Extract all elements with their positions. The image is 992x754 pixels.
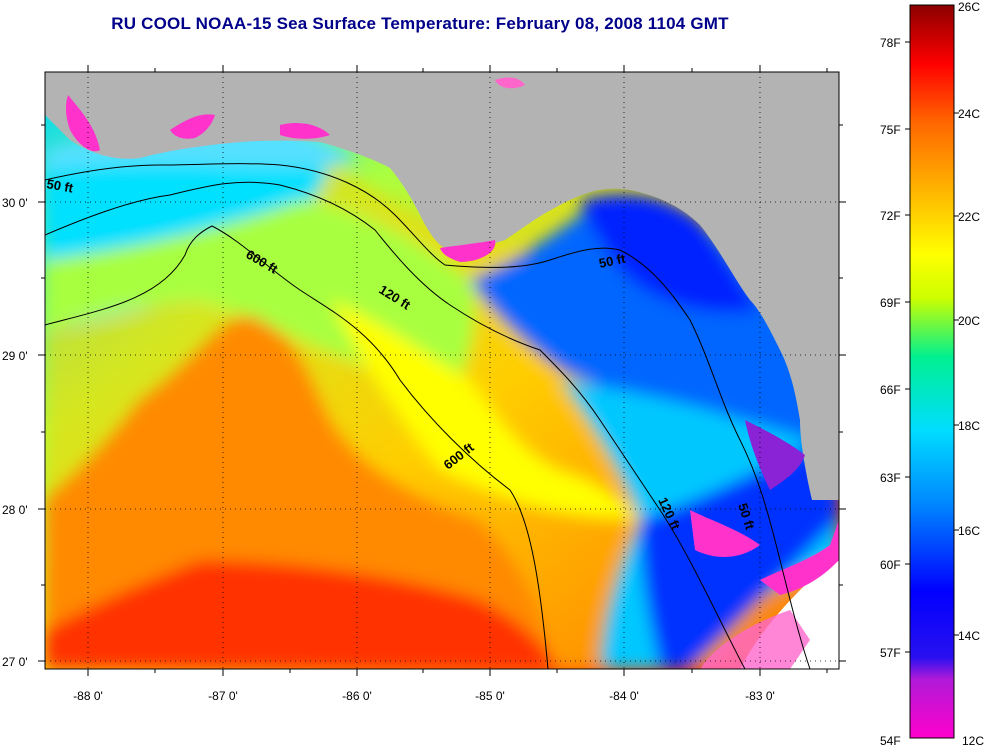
depth-contours (45, 163, 811, 669)
colorbar-c-label: 16C (958, 524, 980, 538)
tick-marks (38, 65, 846, 676)
colorbar-c-label: 14C (958, 629, 980, 643)
lon-tick-label: -84 0' (609, 689, 639, 703)
colorbar-f-label: 57F (880, 646, 901, 660)
colorbar-gradient (909, 4, 955, 739)
lat-tick-label: 30 0' (2, 196, 28, 210)
colorbar-c-label: 22C (958, 210, 980, 224)
lat-tick-label: 27 0' (2, 655, 28, 669)
map-title: RU COOL NOAA-15 Sea Surface Temperature:… (111, 14, 729, 33)
lon-tick-label: -88 0' (73, 689, 103, 703)
colorbar: 78F 75F 72F 69F 66F 63F 60F 57F 54F 26C … (880, 0, 984, 748)
colorbar-f-label: 60F (880, 558, 901, 572)
lon-tick-label: -83 0' (745, 689, 775, 703)
colorbar-c-label: 26C (958, 0, 980, 14)
colorbar-f-label: 54F (880, 734, 901, 748)
colorbar-c-label: 12C (962, 734, 984, 748)
lon-tick-label: -85 0' (475, 689, 505, 703)
lat-axis: 30 0' 29 0' 28 0' 27 0' (2, 196, 28, 669)
lon-tick-label: -87 0' (208, 689, 238, 703)
contour-label: 50 ft (45, 176, 75, 196)
map-frame (44, 71, 840, 670)
lon-tick-label: -86 0' (342, 689, 372, 703)
land (45, 72, 839, 500)
colorbar-f-label: 69F (880, 296, 901, 310)
colorbar-c-label: 18C (958, 419, 980, 433)
lat-tick-label: 29 0' (2, 349, 28, 363)
colorbar-f-label: 63F (880, 471, 901, 485)
colorbar-c-label: 24C (958, 107, 980, 121)
colorbar-c-label: 20C (958, 314, 980, 328)
colorbar-f-label: 66F (880, 383, 901, 397)
colorbar-f-label: 72F (880, 209, 901, 223)
colorbar-f-label: 78F (880, 36, 901, 50)
lon-axis: -88 0' -87 0' -86 0' -85 0' -84 0' -83 0… (73, 689, 775, 703)
lat-tick-label: 28 0' (2, 503, 28, 517)
colorbar-f-label: 75F (880, 123, 901, 137)
contour-label: 50 ft (598, 251, 628, 271)
sst-imagery (45, 72, 839, 669)
